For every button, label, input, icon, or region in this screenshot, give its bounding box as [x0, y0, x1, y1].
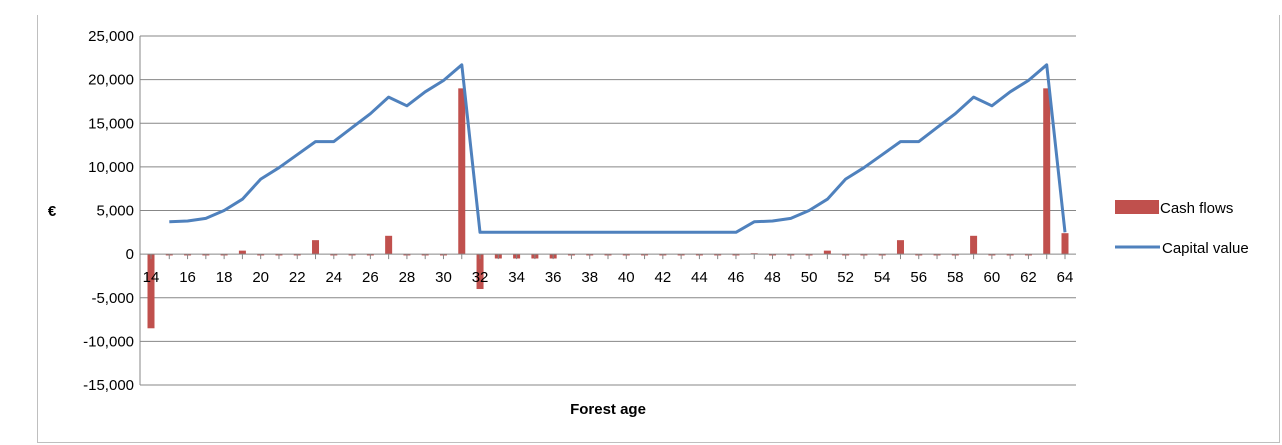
- x-tick-label: 62: [1020, 269, 1037, 286]
- cash-flow-bar: [896, 240, 904, 255]
- x-tick-label: 32: [472, 269, 489, 286]
- y-axis-title: €: [48, 203, 57, 220]
- y-tick-label: 10,000: [88, 159, 134, 176]
- gridlines: [140, 35, 1076, 386]
- axes: 25,000 20,000 15,000 10,000 5,000 0 -5,000 -10,…: [83, 28, 1076, 394]
- y-tick-label: 0: [126, 246, 134, 263]
- chart-frame: [37, 15, 1280, 443]
- x-tick-label: 64: [1057, 269, 1074, 286]
- cash-flow-bar: [312, 240, 320, 255]
- x-tick-label: 46: [728, 269, 745, 286]
- x-tick-label: 48: [764, 269, 781, 286]
- legend: Cash flows Capital value: [1115, 200, 1249, 257]
- cash-flow-bar: [823, 250, 831, 255]
- legend-swatch-cash-flows: [1115, 200, 1159, 214]
- x-tick-label: 28: [399, 269, 416, 286]
- cash-flow-bar: [238, 250, 246, 255]
- x-tick-label: 56: [910, 269, 927, 286]
- x-tick-label: 30: [435, 269, 452, 286]
- cash-flow-bar: [970, 235, 978, 255]
- x-tick-label: 52: [837, 269, 854, 286]
- y-tick-label: -10,000: [83, 333, 134, 350]
- capital-value-line: [169, 63, 1067, 234]
- x-tick-label: 58: [947, 269, 964, 286]
- cash-flow-bar: [476, 254, 484, 290]
- x-tick-label: 42: [654, 269, 671, 286]
- y-tick-label: 20,000: [88, 72, 134, 89]
- cash-flow-bar: [458, 88, 466, 255]
- legend-label-capital-value: Capital value: [1162, 240, 1249, 257]
- x-tick-label: 16: [179, 269, 196, 286]
- x-tick-label: 26: [362, 269, 379, 286]
- x-tick-label: 22: [289, 269, 306, 286]
- y-tick-label: 5,000: [96, 203, 134, 220]
- x-tick-label: 24: [325, 269, 342, 286]
- cash-flow-bar: [147, 254, 155, 329]
- y-tick-label: 25,000: [88, 28, 134, 45]
- cash-flow-bar: [385, 235, 393, 255]
- y-tick-label: -5,000: [91, 290, 134, 307]
- cash-flow-bar: [1061, 233, 1069, 255]
- x-tick-label: 36: [545, 269, 562, 286]
- x-tick-label: 50: [801, 269, 818, 286]
- cash-flow-bar: [1043, 88, 1051, 255]
- x-tick-label: 38: [581, 269, 598, 286]
- x-tick-label: 54: [874, 269, 891, 286]
- x-axis-title: Forest age: [570, 401, 646, 418]
- x-tick-label: 14: [143, 269, 160, 286]
- x-tick-label: 44: [691, 269, 708, 286]
- x-tick-label: 20: [252, 269, 269, 286]
- cash-flow-bars: [147, 88, 1069, 329]
- x-tick-label: 60: [984, 269, 1001, 286]
- legend-label-cash-flows: Cash flows: [1160, 200, 1233, 217]
- y-tick-label: -15,000: [83, 377, 134, 394]
- x-tick-label: 40: [618, 269, 635, 286]
- x-tick-label: 18: [216, 269, 233, 286]
- y-tick-label: 15,000: [88, 115, 134, 132]
- capital-value-line-group: [169, 63, 1067, 234]
- x-tick-label: 34: [508, 269, 525, 286]
